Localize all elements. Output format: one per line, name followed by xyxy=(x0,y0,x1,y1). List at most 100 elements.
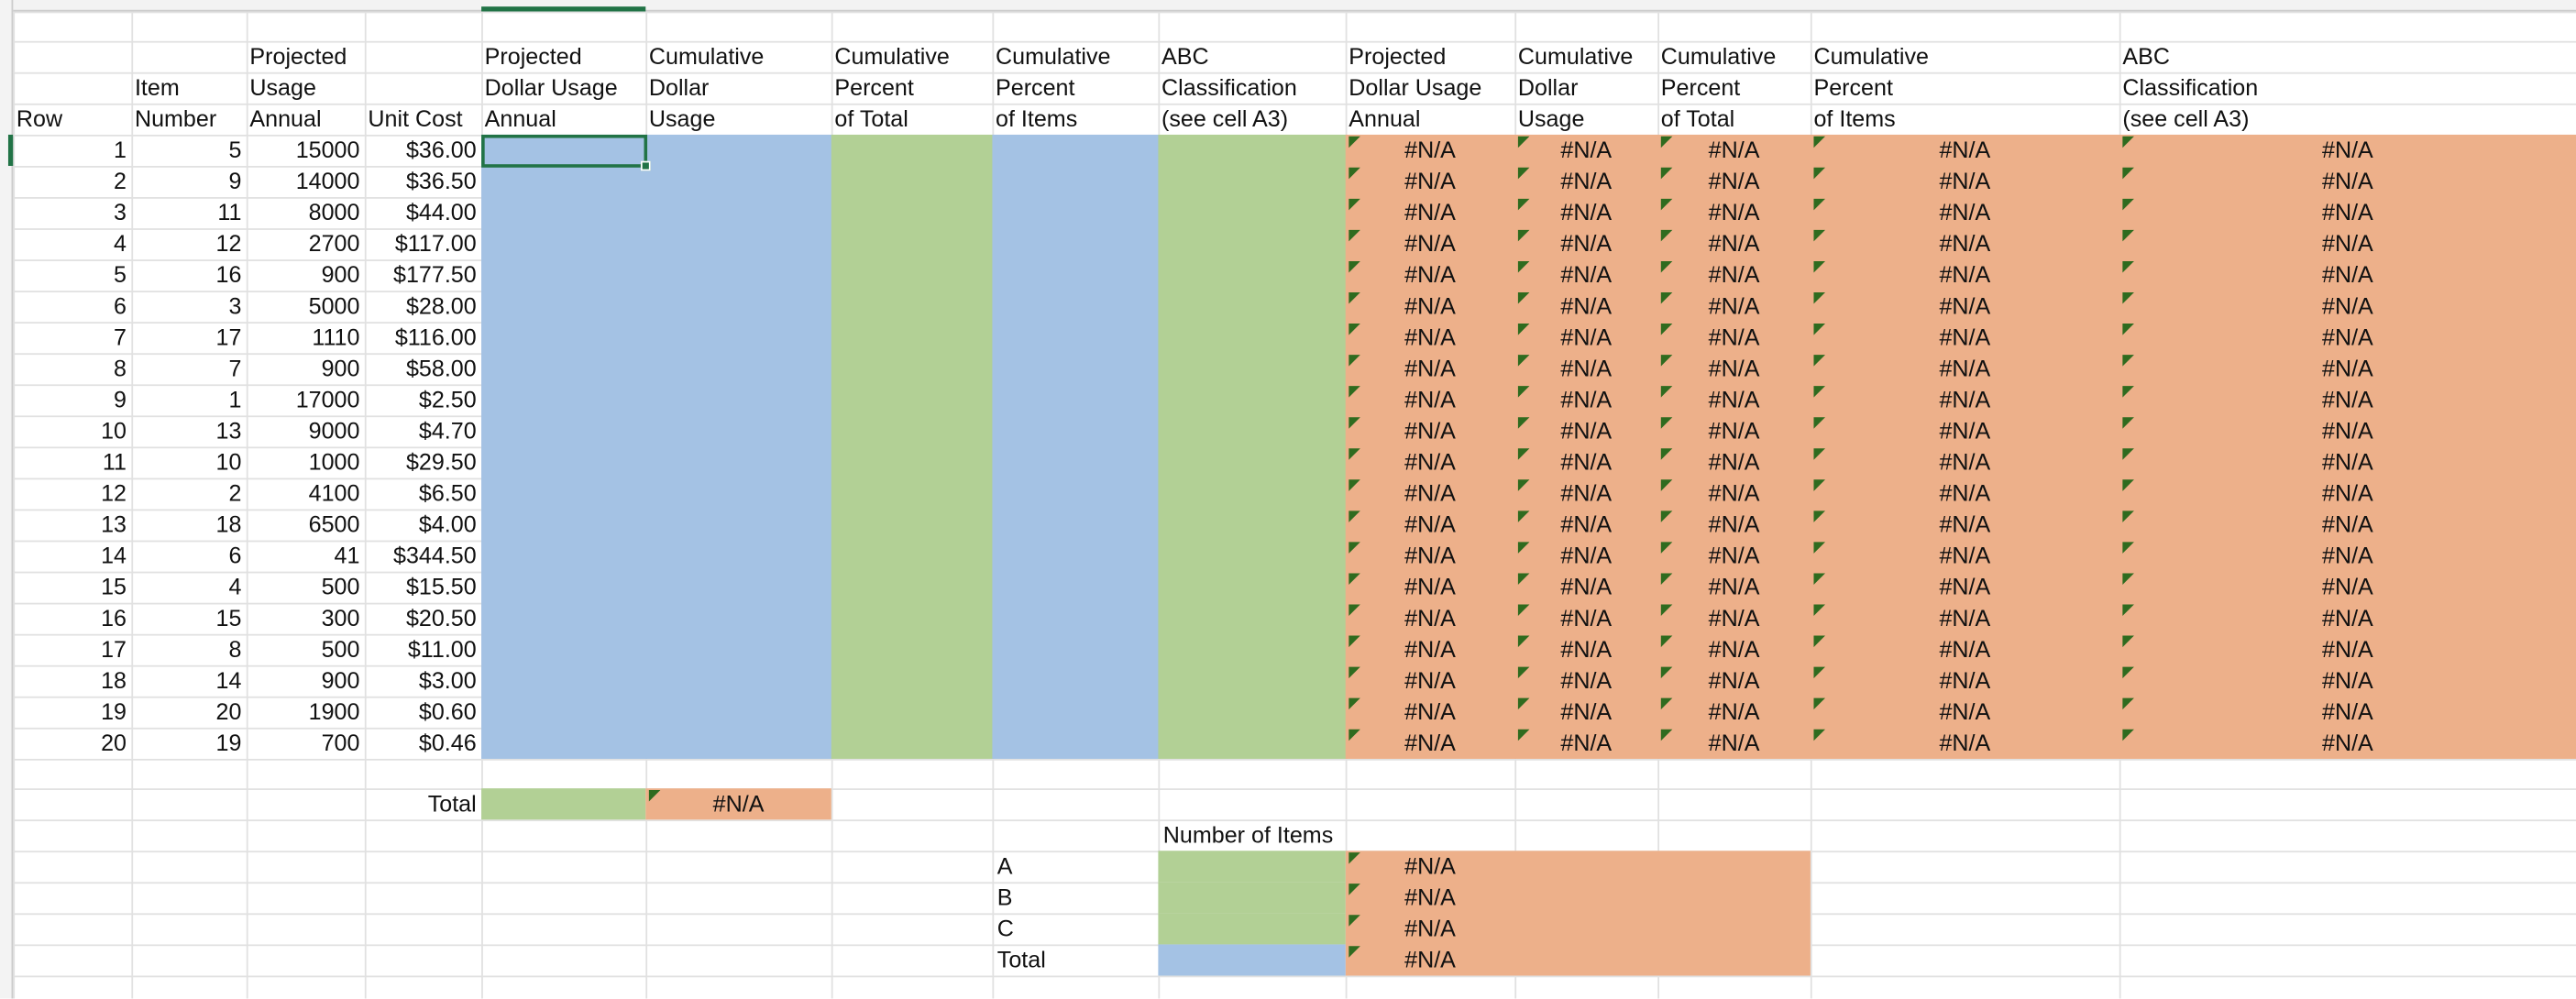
error-cell: #N/A xyxy=(1811,728,2119,759)
error-cell: #N/A xyxy=(1346,415,1515,446)
error-cell: #N/A xyxy=(1811,384,2119,415)
cell-value: 10 xyxy=(215,448,242,475)
error-cell: #N/A xyxy=(1657,541,1811,572)
error-cell: #N/A xyxy=(2119,446,2576,478)
header-text: Percent xyxy=(834,73,914,101)
cell-value: 4100 xyxy=(308,479,360,506)
error-cell: #N/A xyxy=(1811,697,2119,728)
error-cell: #N/A xyxy=(1657,384,1811,415)
error-cell: #N/A xyxy=(2119,478,2576,509)
cell-value: 41 xyxy=(334,542,360,569)
header-text: Cumulative xyxy=(648,42,765,70)
cell-value: 19 xyxy=(101,697,127,725)
error-cell: #N/A xyxy=(1657,228,1811,259)
error-cell: #N/A xyxy=(2119,322,2576,353)
error-cell: #N/A xyxy=(1657,603,1811,634)
error-cell: #N/A xyxy=(1346,322,1515,353)
summary-label: B xyxy=(996,884,1013,910)
header-text: Unit Cost xyxy=(368,104,463,132)
header-text: Annual xyxy=(484,104,556,132)
header-text: Number xyxy=(134,104,217,132)
error-cell: #N/A xyxy=(1514,197,1657,228)
summary-error: #N/A xyxy=(1346,944,1515,975)
error-cell: #N/A xyxy=(1657,197,1811,228)
header-text: Projected xyxy=(1349,42,1447,70)
error-cell: #N/A xyxy=(1657,665,1811,697)
error-cell: #N/A xyxy=(1346,728,1515,759)
cell-value: $117.00 xyxy=(394,229,477,257)
error-cell: #N/A xyxy=(1657,166,1811,197)
error-cell: #N/A xyxy=(2119,665,2576,697)
error-cell: #N/A xyxy=(1346,541,1515,572)
error-cell: #N/A xyxy=(1514,322,1657,353)
grid-line-v xyxy=(246,11,248,999)
error-cell: #N/A xyxy=(1346,446,1515,478)
cell-value: 300 xyxy=(321,604,360,631)
header-text: Cumulative xyxy=(996,42,1111,70)
error-cell: #N/A xyxy=(1811,603,2119,634)
error-cell: #N/A xyxy=(1514,291,1657,322)
cell-value: $58.00 xyxy=(405,355,477,381)
summary-error: #N/A xyxy=(1346,913,1515,944)
cell-value: 8 xyxy=(114,355,127,381)
error-cell: #N/A xyxy=(1811,259,2119,291)
cell-value: $44.00 xyxy=(405,198,477,225)
error-cell: #N/A xyxy=(1657,446,1811,478)
cell-value: 6 xyxy=(114,291,127,319)
header-text: Classification xyxy=(2122,73,2259,101)
header-text: ABC xyxy=(2122,42,2170,70)
cell-value: 1110 xyxy=(312,324,360,350)
error-cell: #N/A xyxy=(1657,322,1811,353)
header-text: of Items xyxy=(1813,104,1896,132)
error-cell: #N/A xyxy=(1657,353,1811,384)
selected-column-indicator xyxy=(481,6,646,12)
error-cell: #N/A xyxy=(1811,541,2119,572)
cell-value: 17 xyxy=(101,635,127,663)
cell-value: 12 xyxy=(215,229,242,257)
cell-value: 3 xyxy=(228,291,242,319)
cell-value: 14 xyxy=(101,542,127,569)
cell-value: 900 xyxy=(321,666,360,694)
error-cell: #N/A xyxy=(1657,291,1811,322)
error-cell: #N/A xyxy=(1346,572,1515,603)
header-text: Dollar Usage xyxy=(1349,73,1482,101)
error-cell: #N/A xyxy=(1514,572,1657,603)
error-cell: #N/A xyxy=(1346,228,1515,259)
column-fill xyxy=(481,134,648,759)
cell-value: 11 xyxy=(102,448,127,475)
error-cell: #N/A xyxy=(1657,135,1811,166)
error-cell: #N/A xyxy=(2119,510,2576,541)
total-error: #N/A xyxy=(645,788,831,820)
cell-value: 5000 xyxy=(308,291,360,319)
cell-value: 15000 xyxy=(295,136,360,163)
error-cell: #N/A xyxy=(1514,166,1657,197)
error-cell: #N/A xyxy=(1346,291,1515,322)
header-text: of Items xyxy=(996,104,1078,132)
error-cell: #N/A xyxy=(2119,353,2576,384)
error-cell: #N/A xyxy=(1514,446,1657,478)
error-cell: #N/A xyxy=(1346,634,1515,665)
grid-line-h xyxy=(13,40,2576,43)
total-fill xyxy=(481,788,646,820)
grid-line-h xyxy=(13,819,2576,822)
cell-value: 5 xyxy=(114,260,127,288)
error-cell: #N/A xyxy=(1811,634,2119,665)
error-cell: #N/A xyxy=(1346,603,1515,634)
cell-value: 9000 xyxy=(308,417,360,444)
summary-label: Total xyxy=(996,946,1046,972)
error-cell: #N/A xyxy=(1657,259,1811,291)
header-text: Percent xyxy=(1813,73,1893,101)
grid-line-h xyxy=(13,11,2576,14)
header-text: of Total xyxy=(1660,104,1735,132)
cell-value: $0.60 xyxy=(418,697,477,725)
error-cell: #N/A xyxy=(1514,541,1657,572)
header-text: ABC xyxy=(1161,42,1209,70)
header-text: Usage xyxy=(648,104,716,132)
error-cell: #N/A xyxy=(1811,572,2119,603)
cell-value: $0.46 xyxy=(418,729,477,756)
grid-line-h xyxy=(13,103,2576,105)
summary-error: #N/A xyxy=(1346,882,1515,913)
error-cell: #N/A xyxy=(1514,384,1657,415)
summary-label: C xyxy=(996,915,1014,941)
header-text: Projected xyxy=(484,42,582,70)
